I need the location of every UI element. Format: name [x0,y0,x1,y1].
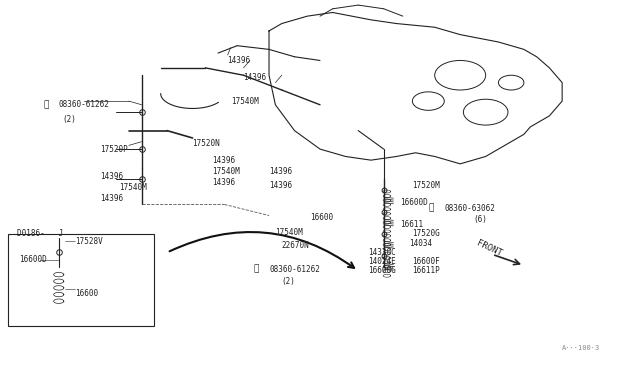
Text: 17528V: 17528V [75,237,102,246]
Text: 14330C: 14330C [368,248,396,257]
Text: 16600: 16600 [75,289,98,298]
Text: (2): (2) [282,278,296,286]
Text: 08360-61262: 08360-61262 [59,100,109,109]
Text: FRONT: FRONT [475,239,503,259]
Text: 14034: 14034 [409,239,433,248]
Text: 16600F: 16600F [412,257,440,266]
Text: 14396: 14396 [244,73,267,81]
Text: 08360-61262: 08360-61262 [269,264,320,273]
Text: 14396: 14396 [269,167,292,176]
Text: D0186-   J: D0186- J [17,230,63,238]
Text: 16600D: 16600D [19,255,47,264]
Text: 17540M: 17540M [231,97,259,106]
Text: 16600D: 16600D [399,198,428,207]
Text: Ⓢ: Ⓢ [253,264,259,273]
Text: 08360-63062: 08360-63062 [444,203,495,213]
Text: 14396: 14396 [228,56,251,65]
Text: 17540M: 17540M [212,167,239,176]
Text: (2): (2) [62,115,76,124]
Text: 16611P: 16611P [412,266,440,275]
Text: 17540M: 17540M [275,228,303,237]
Text: 17520G: 17520G [412,230,440,238]
Text: A···100·3: A···100·3 [562,346,600,352]
Text: 14396: 14396 [269,182,292,190]
Text: Ⓢ: Ⓢ [44,100,49,109]
Text: 17520P: 17520P [100,145,128,154]
Text: 14396: 14396 [212,178,235,187]
Text: (6): (6) [473,215,487,224]
Text: 17520N: 17520N [193,139,220,148]
Text: 17520M: 17520M [412,182,440,190]
Text: 17540M: 17540M [119,183,147,192]
Text: 14396: 14396 [100,195,124,203]
Text: 16600G: 16600G [368,266,396,275]
Text: 22670N: 22670N [282,241,310,250]
Text: 16600: 16600 [310,213,333,222]
Text: 14396: 14396 [100,172,124,181]
Text: Ⓢ: Ⓢ [429,203,434,213]
Text: 14396: 14396 [212,155,235,165]
Text: 16611: 16611 [399,220,423,229]
Text: 14024E: 14024E [368,257,396,266]
